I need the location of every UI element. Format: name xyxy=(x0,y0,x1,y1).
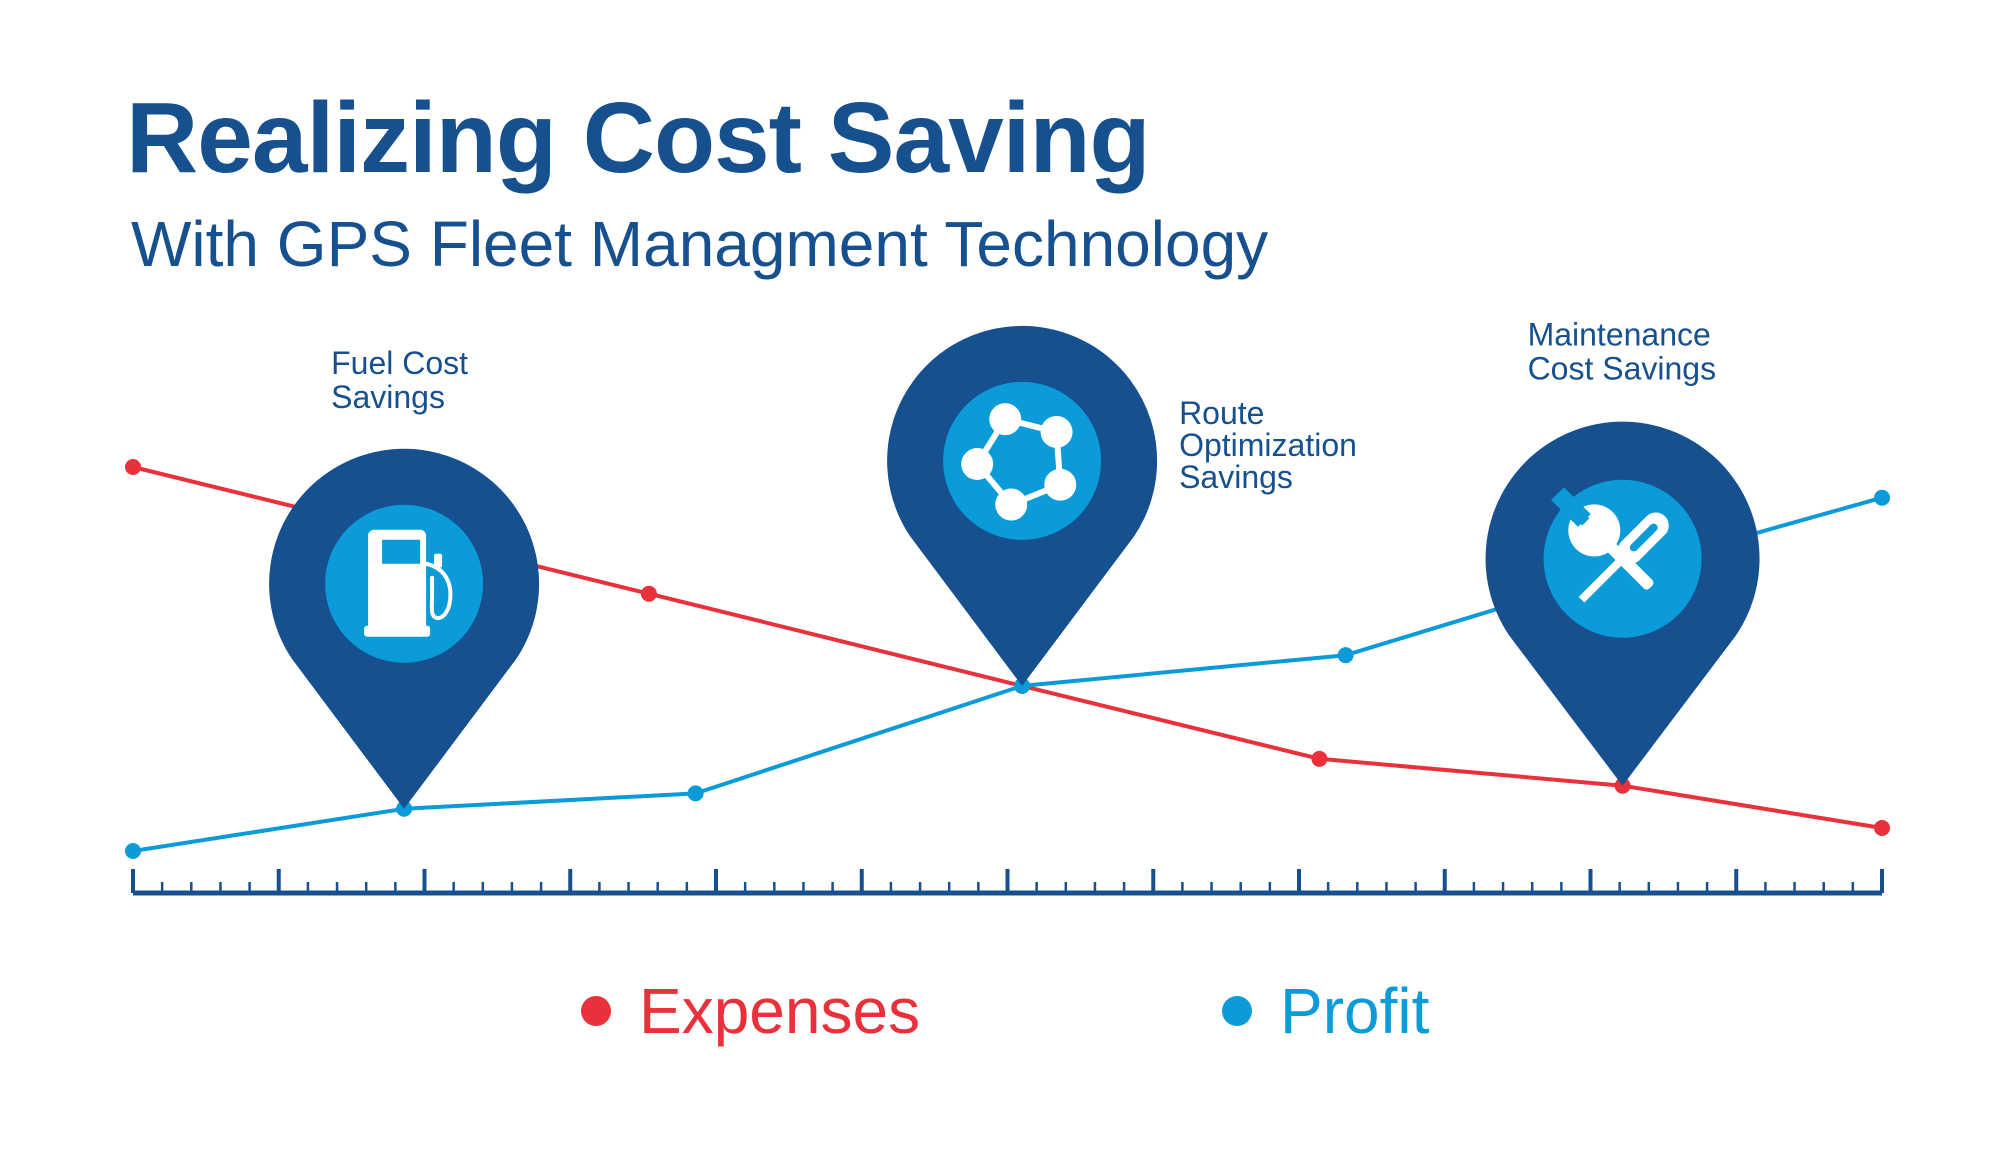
expenses-series-line xyxy=(131,465,1884,830)
profit-data-point xyxy=(1014,677,1031,694)
pump-display xyxy=(382,539,421,564)
legend-label: Expenses xyxy=(639,975,920,1047)
screwdriver-icon xyxy=(1578,512,1669,603)
route-node xyxy=(961,448,994,481)
legend-swatch xyxy=(1222,996,1252,1026)
expenses-data-point xyxy=(640,585,657,602)
route-annotation-line: Route xyxy=(1179,395,1264,431)
wrench-icon xyxy=(1551,487,1654,590)
route-node xyxy=(1044,468,1077,501)
route-node xyxy=(995,488,1028,521)
page-subtitle: With GPS Fleet Managment Technology xyxy=(131,208,1269,280)
expenses-data-point xyxy=(1311,750,1328,767)
profit-data-point xyxy=(1337,647,1354,664)
maintenance-annotation-line: Maintenance xyxy=(1528,317,1711,353)
pump-nozzle xyxy=(434,553,443,568)
legend-item-expenses: Expenses xyxy=(581,975,920,1047)
fuel-pin-marker xyxy=(269,448,540,809)
legend-swatch xyxy=(581,996,611,1026)
screwdriver-grip xyxy=(1629,523,1658,552)
profit-data-point xyxy=(687,785,704,802)
route-network-icon xyxy=(961,403,1077,521)
fuel-annotation-line: Savings xyxy=(331,379,445,415)
route-annotation-line: Optimization xyxy=(1179,427,1357,463)
fuel-annotation-line: Fuel Cost xyxy=(331,345,468,381)
page-title: Realizing Cost Saving xyxy=(126,82,1151,194)
legend-label: Profit xyxy=(1280,975,1430,1047)
profit-data-point xyxy=(125,843,141,859)
fuel-pump-icon xyxy=(364,529,453,637)
route-node xyxy=(989,403,1022,436)
wrench-jaw-notch xyxy=(1576,512,1590,526)
wrench-screwdriver-icon xyxy=(1551,487,1669,603)
route-node xyxy=(1040,415,1073,448)
maintenance-annotation-line: Cost Savings xyxy=(1528,351,1717,387)
pump-base xyxy=(364,625,431,637)
screwdriver-shaft xyxy=(1578,557,1624,603)
route-annotation-line: Savings xyxy=(1179,459,1293,495)
profit-data-point xyxy=(1874,489,1890,506)
pump-hose xyxy=(424,561,453,621)
expenses-data-point xyxy=(1874,819,1890,836)
expenses-data-point xyxy=(125,459,141,475)
maintenance-pin-marker xyxy=(1485,421,1760,786)
legend-item-profit: Profit xyxy=(1222,975,1430,1047)
route-pin-marker xyxy=(887,325,1158,686)
